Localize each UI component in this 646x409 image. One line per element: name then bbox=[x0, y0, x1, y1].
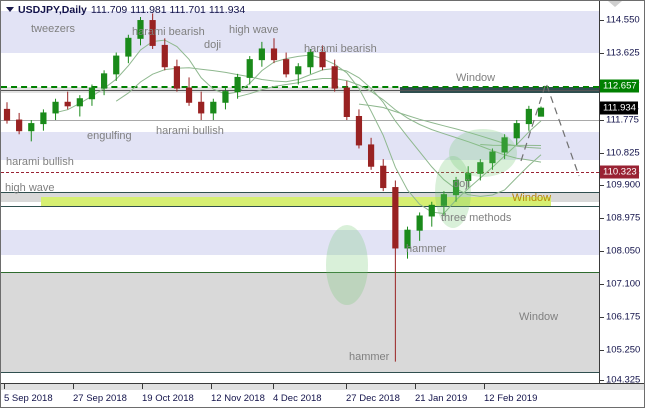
price-axis-label: 109.900 bbox=[606, 179, 641, 191]
price-axis-tick bbox=[599, 120, 604, 121]
chevron-down-icon[interactable] bbox=[608, 1, 622, 7]
time-axis-tick bbox=[73, 384, 74, 389]
support-line-110323 bbox=[1, 172, 599, 173]
annotation-hammer: hammer bbox=[349, 351, 390, 363]
window-band-yellow bbox=[41, 197, 551, 206]
price-axis-tick bbox=[599, 185, 604, 186]
price-axis-label: 114.550 bbox=[606, 14, 640, 26]
moving-average-line bbox=[480, 144, 542, 146]
highlight-ellipse-hammer bbox=[326, 225, 368, 305]
time-axis-tick bbox=[211, 384, 212, 389]
window-band-baseline bbox=[1, 206, 599, 207]
candlestick-series bbox=[3, 13, 545, 362]
annotation-hammer: hammer bbox=[406, 243, 447, 255]
gridline-111-775 bbox=[1, 120, 599, 121]
price-axis-label: 104.325 bbox=[606, 374, 641, 386]
moving-average-line bbox=[358, 103, 542, 149]
annotation-three-methods: three methods bbox=[441, 212, 512, 224]
window-large-top-border bbox=[1, 272, 599, 273]
time-axis-band bbox=[1, 384, 645, 390]
moving-average-lines bbox=[55, 39, 542, 215]
annotation-harami-bearish: harami bearish bbox=[132, 26, 205, 38]
price-axis-label: 108.050 bbox=[606, 245, 641, 257]
highlight-ellipse-cluster bbox=[449, 129, 517, 177]
price-axis-tick bbox=[599, 251, 604, 252]
annotation-window: Window bbox=[512, 192, 552, 204]
price-axis-tick bbox=[599, 317, 604, 318]
price-axis-label: 113.625 bbox=[606, 47, 640, 59]
price-axis-label: 110.825 bbox=[606, 147, 640, 159]
price-axis-tick bbox=[599, 20, 604, 21]
annotation-doji: doji bbox=[453, 178, 471, 190]
time-axis-tick bbox=[142, 384, 143, 389]
annotation-harami-bearish: harami bearish bbox=[304, 43, 377, 55]
time-axis-label: 27 Sep 2018 bbox=[73, 393, 127, 404]
price-axis-label: 105.250 bbox=[606, 344, 641, 356]
price-tag-black: 111.934 bbox=[600, 101, 638, 115]
time-axis-label: 19 Oct 2018 bbox=[142, 393, 194, 404]
annotation-harami-bullish: harami bullish bbox=[156, 125, 224, 137]
time-axis-label: 12 Feb 2019 bbox=[484, 393, 538, 404]
symbol-label: USDJPY,Daily bbox=[18, 3, 87, 16]
price-axis-tick bbox=[599, 218, 604, 219]
annotation-window: Window bbox=[519, 311, 559, 323]
price-tag-dred: 110.323 bbox=[600, 165, 639, 179]
price-axis-label: 107.100 bbox=[606, 278, 641, 290]
chart-series-layer bbox=[3, 13, 580, 362]
annotation-window: Window bbox=[456, 72, 496, 84]
time-axis-label: 5 Sep 2018 bbox=[4, 393, 53, 404]
price-axis-tick bbox=[599, 53, 604, 54]
price-axis-label: 108.975 bbox=[606, 212, 641, 224]
ohlc-values: 111.709 111.981 111.701 111.934 bbox=[90, 3, 246, 16]
chart-plot-area[interactable]: tweezers harami bearish high wave doji haram… bbox=[1, 1, 599, 383]
moving-average-line bbox=[115, 67, 542, 197]
time-axis-tick bbox=[415, 384, 416, 389]
zone-gray-mid-top-border bbox=[1, 192, 599, 193]
time-axis-tick bbox=[346, 384, 347, 389]
time-axis-label: 12 Nov 2018 bbox=[211, 393, 265, 404]
price-axis-tick bbox=[599, 153, 604, 154]
zone-lavender-top bbox=[1, 11, 599, 53]
time-axis-tick bbox=[4, 384, 5, 389]
price-axis[interactable]: 114.550 113.625 112.657 111.934111.775 110.8… bbox=[599, 1, 645, 386]
price-axis-tick bbox=[599, 350, 604, 351]
zone-lavender-mid bbox=[1, 132, 599, 160]
time-axis-tick bbox=[273, 384, 274, 389]
annotation-tweezers: tweezers bbox=[31, 23, 76, 35]
price-axis-label: 106.175 bbox=[606, 311, 641, 323]
chart-header: USDJPY,Daily 111.709 111.981 111.701 111… bbox=[6, 3, 245, 16]
time-axis-label: 21 Jan 2019 bbox=[415, 393, 468, 404]
annotation-high-wave: high wave bbox=[5, 182, 55, 194]
annotation-high-wave: high wave bbox=[229, 24, 279, 36]
annotation-harami-bullish: harami bullish bbox=[6, 156, 74, 168]
time-axis-label: 4 Dec 2018 bbox=[273, 393, 322, 404]
price-axis-label: 111.775 bbox=[606, 114, 639, 126]
time-axis-tick bbox=[484, 384, 485, 389]
zone-gray-window-large bbox=[1, 273, 599, 373]
zone-lavender-lower bbox=[1, 230, 599, 255]
moving-average-line bbox=[55, 39, 542, 215]
price-axis-tick bbox=[599, 284, 604, 285]
highlight-ellipse-doji bbox=[435, 156, 471, 228]
annotation-doji: doji bbox=[204, 39, 222, 51]
time-axis[interactable]: 5 Sep 2018 27 Sep 2018 19 Oct 2018 12 Nov 2… bbox=[1, 383, 645, 409]
price-tag-green: 112.657 bbox=[600, 79, 639, 93]
time-axis-label: 27 Dec 2018 bbox=[346, 393, 400, 404]
level-line-dark bbox=[1, 90, 599, 91]
price-axis-tick bbox=[599, 380, 604, 381]
window-large-bottom-border bbox=[1, 372, 599, 373]
resistance-line-112657 bbox=[1, 86, 599, 88]
forecast-projection bbox=[520, 81, 580, 177]
price-axis-line bbox=[599, 1, 600, 383]
annotation-engulfing: engulfing bbox=[87, 130, 132, 142]
triangle-down-icon[interactable] bbox=[6, 7, 14, 12]
moving-average-line bbox=[237, 78, 542, 163]
